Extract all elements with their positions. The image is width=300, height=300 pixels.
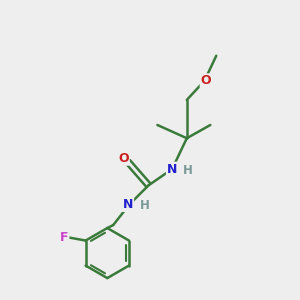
Text: O: O <box>201 74 211 87</box>
Text: H: H <box>182 164 192 177</box>
Text: H: H <box>140 199 150 212</box>
Text: N: N <box>123 198 133 211</box>
Text: N: N <box>167 163 177 176</box>
Text: F: F <box>60 231 68 244</box>
Text: O: O <box>118 152 129 165</box>
